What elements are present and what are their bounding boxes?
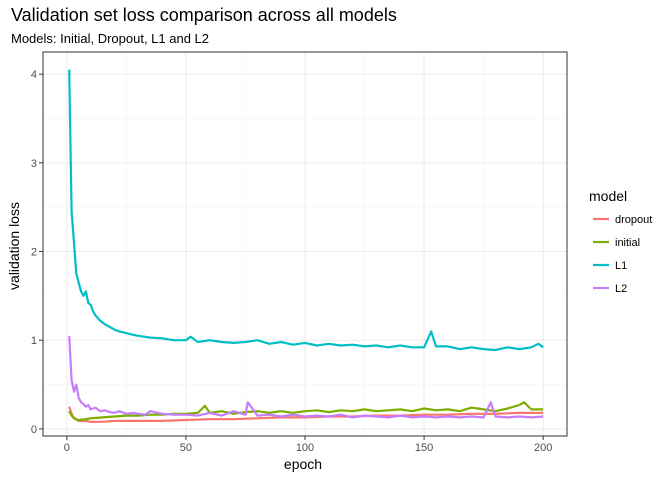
- legend-title: model: [589, 188, 627, 204]
- legend-label-initial: initial: [615, 237, 640, 249]
- y-tick-label: 0: [31, 424, 37, 436]
- x-tick-label: 100: [296, 442, 314, 454]
- y-axis-title: validation loss: [6, 202, 22, 290]
- legend-label-l1: L1: [615, 260, 627, 272]
- x-axis-title: epoch: [284, 456, 322, 472]
- y-tick-label: 2: [31, 247, 37, 259]
- legend: model dropout initial L1 L2: [589, 188, 652, 295]
- series-line-l2: [68, 335, 544, 419]
- y-axis: 0 1 2 3 4: [31, 69, 43, 436]
- legend-label-l2: L2: [615, 283, 627, 295]
- series-line-initial: [68, 401, 544, 422]
- y-tick-label: 1: [31, 335, 37, 347]
- chart-subtitle: Models: Initial, Dropout, L1 and L2: [11, 31, 210, 46]
- x-tick-label: 150: [415, 442, 433, 454]
- series-layer: [68, 69, 544, 423]
- x-tick-label: 200: [534, 442, 552, 454]
- series-line-dropout: [68, 406, 544, 423]
- x-tick-label: 0: [64, 442, 70, 454]
- legend-label-dropout: dropout: [615, 214, 652, 226]
- x-axis: 0 50 100 150 200: [64, 436, 552, 454]
- chart-title: Validation set loss comparison across al…: [11, 5, 397, 25]
- series-line-l1: [68, 69, 544, 352]
- y-tick-label: 4: [31, 69, 37, 81]
- x-tick-label: 50: [180, 442, 192, 454]
- y-tick-label: 3: [31, 158, 37, 170]
- grid-major: [43, 52, 567, 436]
